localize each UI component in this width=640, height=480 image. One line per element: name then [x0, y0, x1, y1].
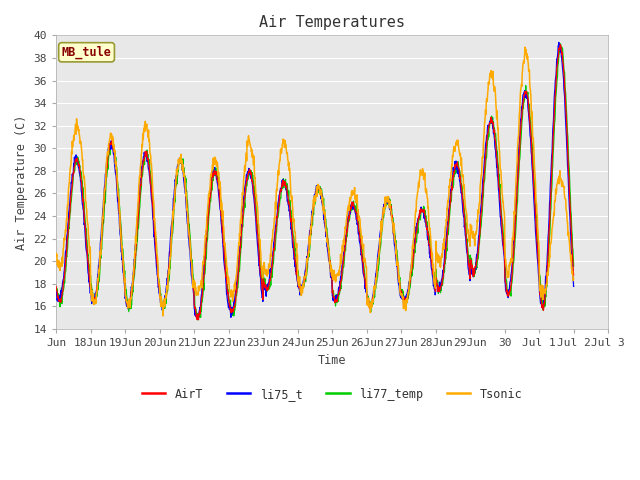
AirT: [225, 303, 233, 309]
AirT: [509, 263, 516, 269]
AirT: [556, 42, 564, 48]
AirT: [167, 238, 175, 243]
li77_temp: [557, 41, 564, 47]
li77_temp: [396, 275, 403, 280]
li75_t: [52, 288, 60, 293]
Tsonic: [509, 235, 516, 241]
li77_temp: [509, 273, 516, 278]
li77_temp: [167, 246, 175, 252]
Y-axis label: Air Temperature (C): Air Temperature (C): [15, 115, 28, 250]
Line: li77_temp: li77_temp: [56, 44, 573, 320]
AirT: [195, 317, 202, 323]
Tsonic: [168, 233, 175, 239]
li77_temp: [155, 276, 163, 282]
Legend: AirT, li75_t, li77_temp, Tsonic: AirT, li75_t, li77_temp, Tsonic: [137, 383, 527, 405]
li75_t: [155, 283, 163, 289]
li77_temp: [194, 317, 202, 323]
AirT: [463, 242, 470, 248]
Line: Tsonic: Tsonic: [56, 47, 573, 316]
li75_t: [225, 307, 233, 312]
Tsonic: [52, 251, 60, 256]
li75_t: [570, 284, 577, 289]
AirT: [155, 282, 163, 288]
Tsonic: [159, 313, 167, 319]
AirT: [396, 278, 403, 284]
li77_temp: [225, 301, 233, 307]
li75_t: [509, 252, 516, 258]
AirT: [570, 272, 577, 278]
Line: AirT: AirT: [56, 45, 573, 320]
AirT: [52, 284, 60, 289]
Tsonic: [155, 276, 163, 281]
Text: MB_tule: MB_tule: [61, 46, 111, 59]
li75_t: [396, 284, 403, 289]
li77_temp: [463, 240, 470, 245]
Line: li75_t: li75_t: [56, 42, 573, 318]
li75_t: [463, 250, 470, 255]
li75_t: [194, 315, 202, 321]
Tsonic: [225, 288, 233, 293]
Tsonic: [463, 212, 470, 218]
Tsonic: [396, 279, 403, 285]
li77_temp: [570, 263, 577, 269]
Title: Air Temperatures: Air Temperatures: [259, 15, 405, 30]
li75_t: [555, 39, 563, 45]
li77_temp: [52, 285, 60, 291]
li75_t: [167, 225, 175, 231]
Tsonic: [570, 276, 577, 281]
X-axis label: Time: Time: [318, 354, 346, 367]
Tsonic: [521, 44, 529, 50]
